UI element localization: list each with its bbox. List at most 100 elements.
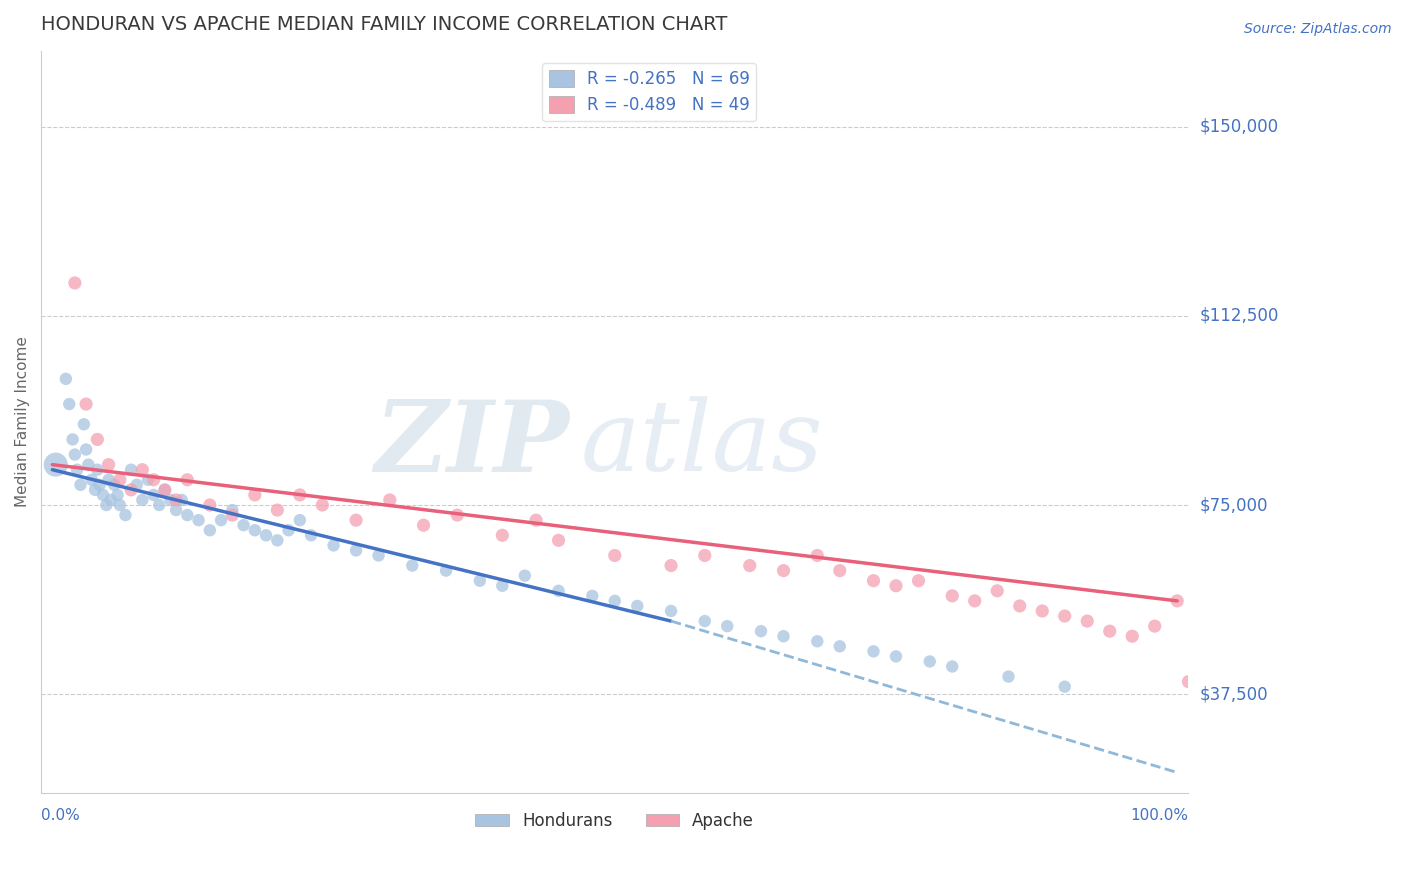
Point bbox=[91, 488, 114, 502]
Point bbox=[907, 574, 929, 588]
Point bbox=[828, 640, 851, 654]
Text: Source: ZipAtlas.com: Source: ZipAtlas.com bbox=[1244, 22, 1392, 37]
Text: atlas: atlas bbox=[581, 396, 823, 491]
Point bbox=[75, 397, 97, 411]
Point bbox=[63, 448, 86, 462]
Point bbox=[468, 574, 491, 588]
Point bbox=[62, 433, 84, 447]
Point bbox=[97, 458, 120, 472]
Point bbox=[148, 498, 170, 512]
Point bbox=[918, 655, 941, 669]
Point bbox=[659, 604, 682, 618]
Point bbox=[232, 518, 254, 533]
Point bbox=[84, 483, 107, 497]
Point bbox=[288, 488, 311, 502]
Text: ZIP: ZIP bbox=[374, 396, 569, 492]
Point bbox=[142, 473, 165, 487]
Point bbox=[772, 564, 794, 578]
Point bbox=[941, 589, 963, 603]
Text: 0.0%: 0.0% bbox=[41, 808, 80, 822]
Point bbox=[89, 478, 111, 492]
Point bbox=[114, 508, 136, 522]
Point bbox=[986, 583, 1008, 598]
Point bbox=[693, 549, 716, 563]
Text: $75,000: $75,000 bbox=[1199, 496, 1268, 514]
Point bbox=[603, 549, 626, 563]
Point bbox=[73, 417, 96, 432]
Point bbox=[378, 492, 401, 507]
Point bbox=[96, 498, 118, 512]
Point bbox=[963, 594, 986, 608]
Point bbox=[1199, 670, 1222, 684]
Point bbox=[266, 503, 288, 517]
Point bbox=[153, 483, 176, 497]
Point bbox=[344, 543, 367, 558]
Point bbox=[108, 498, 131, 512]
Point bbox=[716, 619, 738, 633]
Point bbox=[299, 528, 322, 542]
Point bbox=[1143, 619, 1166, 633]
Point bbox=[86, 433, 108, 447]
Point bbox=[131, 463, 153, 477]
Point bbox=[1053, 680, 1076, 694]
Point bbox=[1098, 624, 1121, 639]
Point bbox=[547, 583, 569, 598]
Point bbox=[159, 492, 181, 507]
Point bbox=[243, 488, 266, 502]
Point bbox=[772, 629, 794, 643]
Point bbox=[120, 463, 142, 477]
Point bbox=[170, 492, 193, 507]
Point bbox=[120, 483, 142, 497]
Point bbox=[997, 670, 1019, 684]
Point bbox=[581, 589, 603, 603]
Point bbox=[100, 492, 122, 507]
Point bbox=[176, 473, 198, 487]
Point bbox=[125, 478, 148, 492]
Point bbox=[401, 558, 423, 573]
Point bbox=[187, 513, 209, 527]
Point bbox=[659, 558, 682, 573]
Point bbox=[80, 473, 103, 487]
Point bbox=[547, 533, 569, 548]
Point bbox=[103, 478, 125, 492]
Point bbox=[131, 492, 153, 507]
Point bbox=[446, 508, 468, 522]
Point bbox=[491, 579, 513, 593]
Y-axis label: Median Family Income: Median Family Income bbox=[15, 336, 30, 508]
Point bbox=[66, 463, 89, 477]
Point bbox=[434, 564, 457, 578]
Point bbox=[862, 574, 884, 588]
Point bbox=[97, 473, 120, 487]
Point bbox=[412, 518, 434, 533]
Point bbox=[108, 473, 131, 487]
Text: HONDURAN VS APACHE MEDIAN FAMILY INCOME CORRELATION CHART: HONDURAN VS APACHE MEDIAN FAMILY INCOME … bbox=[41, 15, 727, 34]
Point bbox=[221, 508, 243, 522]
Point bbox=[367, 549, 389, 563]
Point bbox=[198, 523, 221, 537]
Point bbox=[75, 442, 97, 457]
Point bbox=[738, 558, 761, 573]
Point bbox=[176, 508, 198, 522]
Point bbox=[884, 579, 907, 593]
Point bbox=[254, 528, 277, 542]
Point bbox=[86, 463, 108, 477]
Point bbox=[221, 503, 243, 517]
Point bbox=[45, 458, 67, 472]
Point bbox=[491, 528, 513, 542]
Point bbox=[1031, 604, 1053, 618]
Point bbox=[77, 458, 100, 472]
Point bbox=[69, 478, 91, 492]
Point bbox=[1177, 674, 1199, 689]
Point bbox=[626, 599, 648, 613]
Point bbox=[198, 498, 221, 512]
Text: $112,500: $112,500 bbox=[1199, 307, 1279, 325]
Point bbox=[884, 649, 907, 664]
Point bbox=[693, 614, 716, 628]
Point bbox=[165, 492, 187, 507]
Point bbox=[1121, 629, 1143, 643]
Point bbox=[322, 538, 344, 552]
Point bbox=[806, 549, 828, 563]
Point bbox=[524, 513, 547, 527]
Point bbox=[209, 513, 232, 527]
Point bbox=[153, 483, 176, 497]
